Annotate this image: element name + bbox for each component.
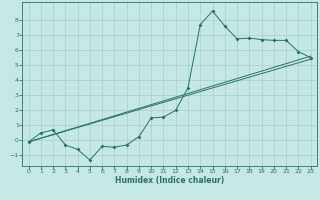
X-axis label: Humidex (Indice chaleur): Humidex (Indice chaleur) (115, 176, 224, 185)
